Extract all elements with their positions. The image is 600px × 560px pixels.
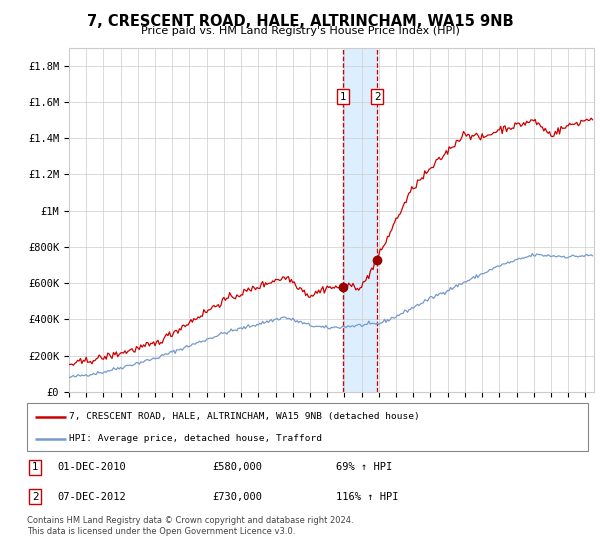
FancyBboxPatch shape <box>27 403 588 451</box>
Text: Price paid vs. HM Land Registry's House Price Index (HPI): Price paid vs. HM Land Registry's House … <box>140 26 460 36</box>
Text: 1: 1 <box>340 91 346 101</box>
Text: 7, CRESCENT ROAD, HALE, ALTRINCHAM, WA15 9NB: 7, CRESCENT ROAD, HALE, ALTRINCHAM, WA15… <box>86 14 514 29</box>
Text: HPI: Average price, detached house, Trafford: HPI: Average price, detached house, Traf… <box>69 435 322 444</box>
Text: 01-DEC-2010: 01-DEC-2010 <box>58 462 127 472</box>
Text: 2: 2 <box>374 91 381 101</box>
Text: 7, CRESCENT ROAD, HALE, ALTRINCHAM, WA15 9NB (detached house): 7, CRESCENT ROAD, HALE, ALTRINCHAM, WA15… <box>69 412 420 421</box>
Text: £580,000: £580,000 <box>212 462 262 472</box>
Text: 07-DEC-2012: 07-DEC-2012 <box>58 492 127 502</box>
Text: 69% ↑ HPI: 69% ↑ HPI <box>335 462 392 472</box>
Bar <box>343 48 377 392</box>
Text: 1: 1 <box>32 462 39 472</box>
Text: 116% ↑ HPI: 116% ↑ HPI <box>335 492 398 502</box>
Text: Contains HM Land Registry data © Crown copyright and database right 2024.
This d: Contains HM Land Registry data © Crown c… <box>27 516 353 536</box>
Text: 2: 2 <box>32 492 39 502</box>
Text: £730,000: £730,000 <box>212 492 262 502</box>
